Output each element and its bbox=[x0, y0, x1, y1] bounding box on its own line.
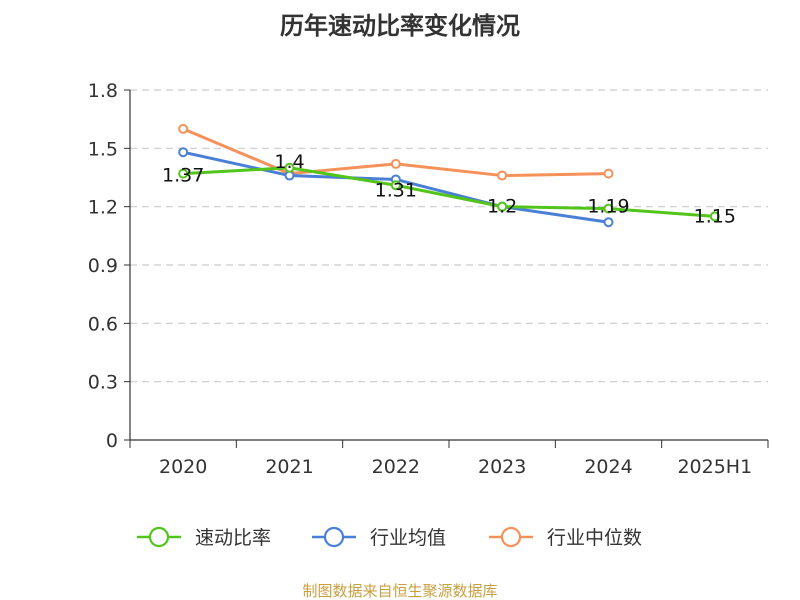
legend-marker bbox=[148, 526, 170, 548]
legend: 速动比率 行业均值 行业中位数 bbox=[137, 526, 642, 549]
data-point bbox=[390, 158, 401, 169]
data-point bbox=[603, 217, 614, 228]
y-tick-label: 0 bbox=[106, 430, 118, 452]
grid bbox=[130, 89, 768, 383]
data-label: 1.2 bbox=[487, 196, 517, 218]
data-point bbox=[284, 162, 295, 173]
y-tick-label: 0.6 bbox=[88, 313, 118, 335]
x-tick-label: 2021 bbox=[265, 456, 313, 478]
data-label: 1.31 bbox=[375, 179, 417, 201]
x-tick-label: 2025H1 bbox=[677, 456, 752, 478]
data-point bbox=[603, 168, 614, 179]
y-tick-label: 0.9 bbox=[88, 255, 118, 277]
legend-label: 速动比率 bbox=[195, 527, 271, 549]
data-label: 1.19 bbox=[587, 196, 629, 218]
chart-title: 历年速动比率变化情况 bbox=[280, 12, 520, 40]
axes: 0 0.3 0.6 0.9 1.2 1.5 1.8 2020 2021 2022 2023 2024 2… bbox=[88, 80, 769, 478]
x-tick-label: 2023 bbox=[478, 456, 526, 478]
legend-label: 行业中位数 bbox=[547, 527, 642, 549]
series-line bbox=[181, 166, 717, 218]
source-footer: 制图数据来自恒生聚源数据库 bbox=[302, 582, 497, 600]
data-point bbox=[497, 170, 508, 181]
y-tick-label: 0.3 bbox=[88, 372, 118, 394]
data-label: 1.4 bbox=[274, 151, 304, 173]
legend-marker bbox=[500, 526, 522, 548]
data-label: 1.15 bbox=[694, 205, 736, 227]
series-layer bbox=[178, 123, 720, 228]
data-point bbox=[497, 201, 508, 212]
data-labels: 1.37 1.4 1.31 1.2 1.19 1.15 bbox=[162, 151, 736, 228]
x-tick-label: 2020 bbox=[159, 456, 207, 478]
data-point bbox=[390, 180, 401, 191]
legend-label: 行业均值 bbox=[370, 527, 446, 549]
data-point bbox=[603, 203, 614, 214]
y-tick-label: 1.8 bbox=[88, 80, 118, 102]
data-point bbox=[178, 123, 189, 134]
data-label: 1.37 bbox=[162, 165, 204, 187]
y-tick-label: 1.2 bbox=[88, 197, 118, 219]
legend-item[interactable]: 行业中位数 bbox=[489, 526, 642, 549]
x-tick-label: 2024 bbox=[584, 456, 632, 478]
x-tick-label: 2022 bbox=[372, 456, 420, 478]
data-point bbox=[178, 168, 189, 179]
data-point bbox=[178, 147, 189, 158]
legend-item[interactable]: 速动比率 bbox=[137, 526, 271, 549]
legend-item[interactable]: 行业均值 bbox=[312, 526, 446, 549]
data-point bbox=[709, 211, 720, 222]
legend-marker bbox=[323, 526, 345, 548]
y-tick-label: 1.5 bbox=[88, 138, 118, 160]
